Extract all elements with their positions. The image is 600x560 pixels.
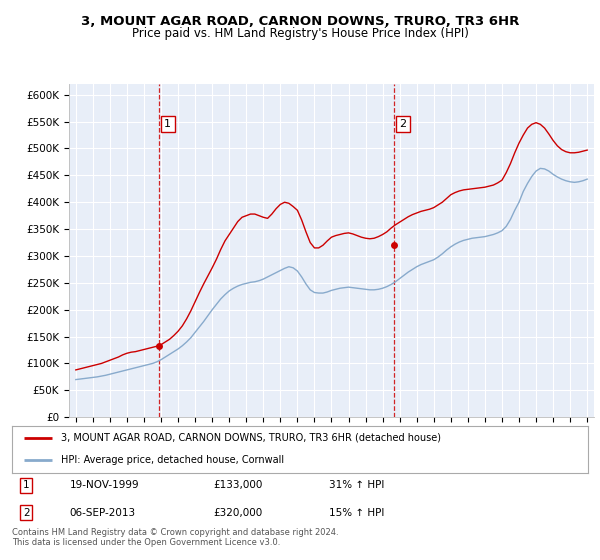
Text: £133,000: £133,000 (214, 480, 263, 490)
Text: 19-NOV-1999: 19-NOV-1999 (70, 480, 139, 490)
Text: 3, MOUNT AGAR ROAD, CARNON DOWNS, TRURO, TR3 6HR (detached house): 3, MOUNT AGAR ROAD, CARNON DOWNS, TRURO,… (61, 432, 441, 442)
Text: 2: 2 (23, 508, 30, 518)
Text: Price paid vs. HM Land Registry's House Price Index (HPI): Price paid vs. HM Land Registry's House … (131, 27, 469, 40)
Text: 2: 2 (399, 119, 406, 129)
Text: 1: 1 (23, 480, 30, 490)
Text: 3, MOUNT AGAR ROAD, CARNON DOWNS, TRURO, TR3 6HR: 3, MOUNT AGAR ROAD, CARNON DOWNS, TRURO,… (81, 15, 519, 28)
Text: £320,000: £320,000 (214, 508, 263, 518)
Text: Contains HM Land Registry data © Crown copyright and database right 2024.
This d: Contains HM Land Registry data © Crown c… (12, 528, 338, 547)
Text: 1: 1 (164, 119, 171, 129)
Text: 31% ↑ HPI: 31% ↑ HPI (329, 480, 384, 490)
Text: HPI: Average price, detached house, Cornwall: HPI: Average price, detached house, Corn… (61, 455, 284, 465)
Text: 06-SEP-2013: 06-SEP-2013 (70, 508, 136, 518)
Text: 15% ↑ HPI: 15% ↑ HPI (329, 508, 384, 518)
